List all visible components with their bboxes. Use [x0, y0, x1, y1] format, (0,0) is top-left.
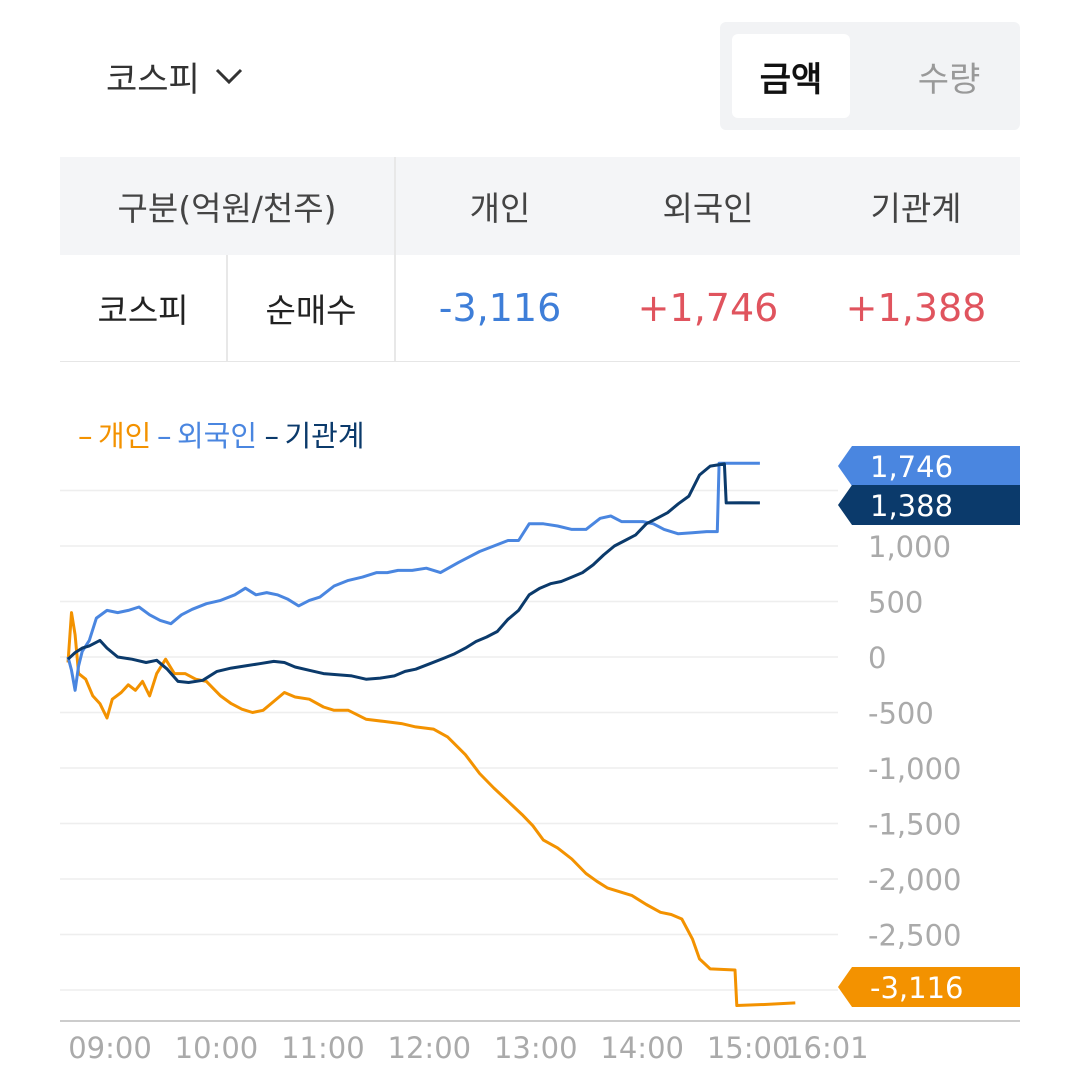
legend-swatch: – — [78, 419, 93, 453]
header-institution: 기관계 — [870, 189, 962, 228]
y-tick-label: -1,500 — [868, 808, 962, 842]
x-tick-label: 11:00 — [281, 1031, 365, 1065]
column-divider — [394, 157, 396, 255]
x-tick-label: 13:00 — [494, 1031, 578, 1065]
legend-label: 기관계 — [285, 419, 365, 453]
market-selector-label: 코스피 — [106, 59, 200, 100]
x-tick-label: 10:00 — [175, 1031, 259, 1065]
chart-series — [66, 461, 796, 1007]
row-type: 순매수 — [265, 291, 357, 330]
legend-swatch: – — [157, 419, 172, 453]
column-divider — [226, 255, 228, 361]
end-tag-label-individual: -3,116 — [870, 971, 964, 1005]
x-tick-label: 15:00 — [707, 1031, 791, 1065]
table-row: 코스피 순매수 -3,116 +1,746 +1,388 — [60, 255, 1020, 362]
end-tag-label-foreign: 1,746 — [870, 450, 953, 484]
x-tick-label: 12:00 — [388, 1031, 472, 1065]
x-tick-label: 09:00 — [68, 1031, 152, 1065]
value-individual: -3,116 — [438, 286, 562, 330]
end-tag-label-institution: 1,388 — [870, 489, 953, 523]
value-institution: +1,388 — [845, 286, 987, 330]
y-axis-labels: 1,000 500 0 -500 -1,000 -1,500 -2,000 -2,500 — [868, 530, 962, 953]
y-tick-label: -2,500 — [868, 919, 962, 953]
y-tick-label: -2,000 — [868, 863, 962, 897]
header-individual: 개인 — [469, 189, 531, 228]
header-foreign: 외국인 — [662, 189, 754, 228]
net-buy-line-chart: 1,000 500 0 -500 -1,000 -1,500 -2,000 -2,500 09… — [60, 419, 1020, 1065]
column-divider — [394, 255, 396, 361]
x-tick-label: 14:00 — [600, 1031, 684, 1065]
investor-table: 구분(억원/천주) 개인 외국인 기관계 코스피 순매수 -3,116 +1,7… — [60, 157, 1020, 362]
amount-quantity-toggle: 금액 수량 — [720, 22, 1020, 130]
x-tick-label: 16:01 — [785, 1031, 869, 1065]
end-tag-institution — [838, 485, 1020, 525]
y-tick-label: 1,000 — [868, 530, 951, 564]
y-tick-label: -500 — [868, 697, 934, 731]
chart-grid — [60, 489, 1020, 1022]
amount-tab[interactable]: 금액 — [732, 34, 850, 118]
market-selector[interactable]: 코스피 — [106, 50, 244, 102]
chevron-down-icon — [215, 68, 242, 85]
legend-swatch: – — [265, 419, 280, 453]
y-tick-label: 500 — [868, 586, 923, 620]
series-line-1 — [66, 461, 760, 692]
end-tag-foreign — [838, 446, 1020, 486]
y-tick-label: -1,000 — [868, 752, 962, 786]
row-market: 코스피 — [97, 291, 189, 330]
end-tag-individual — [838, 967, 1020, 1007]
quantity-tab[interactable]: 수량 — [917, 59, 981, 100]
chart-legend: – 개인 – 외국인 – 기관계 — [78, 419, 365, 453]
end-value-tags: 1,746 1,388 -3,116 — [838, 446, 1020, 1007]
y-tick-label: 0 — [868, 641, 886, 675]
series-line-2 — [66, 462, 760, 684]
value-foreign: +1,746 — [637, 286, 779, 330]
legend-label: 개인 — [98, 419, 151, 453]
table-header-row: 구분(억원/천주) 개인 외국인 기관계 — [60, 157, 1020, 255]
header-category: 구분(억원/천주) — [117, 189, 337, 228]
series-line-0 — [66, 611, 796, 1007]
legend-label: 외국인 — [177, 419, 257, 453]
